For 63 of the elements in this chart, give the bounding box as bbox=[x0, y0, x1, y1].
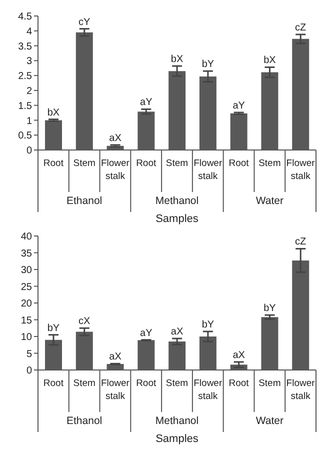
y-tick-label: 5 bbox=[26, 348, 32, 360]
x-tick-label: Stem bbox=[73, 378, 96, 389]
y-tick-label: 3.5 bbox=[18, 41, 32, 52]
y-tick-label: 40 bbox=[20, 232, 32, 243]
data-label: bX bbox=[170, 54, 184, 66]
x-tick-label: Root bbox=[43, 158, 64, 169]
data-label: cY bbox=[78, 16, 91, 28]
text: Water bbox=[256, 415, 284, 427]
text: Water bbox=[256, 195, 284, 207]
y-tick-label: 30 bbox=[20, 265, 32, 276]
y-tick-label: 4.5 bbox=[18, 12, 32, 23]
data-label: bY bbox=[202, 319, 214, 330]
y-tick-label: 35 bbox=[20, 248, 32, 260]
y-tick-label: 0.5 bbox=[18, 130, 32, 142]
data-label: bY bbox=[264, 303, 276, 314]
y-tick-label: 0 bbox=[26, 366, 32, 377]
data-label: bX bbox=[47, 107, 60, 118]
data-label: cZ bbox=[295, 22, 306, 34]
y-tick-label: 1 bbox=[26, 116, 32, 127]
y-tick-label: 15 bbox=[20, 315, 32, 326]
text: Ethanol bbox=[66, 415, 102, 427]
text: Methanol bbox=[155, 195, 199, 207]
x-tick-label: Stem bbox=[258, 158, 281, 169]
x-tick-label: Stem bbox=[73, 158, 96, 169]
y-tick-label: 1.5 bbox=[18, 100, 32, 112]
data-label: aX bbox=[109, 132, 122, 144]
text: Ethanol bbox=[66, 195, 102, 207]
data-label: aX bbox=[109, 352, 122, 363]
x-tick-label: Flower stalk bbox=[194, 378, 222, 402]
x-tick-label: Flower stalk bbox=[100, 158, 130, 182]
x-tick-label: Root bbox=[228, 158, 250, 169]
y-tick-label: 10 bbox=[20, 332, 32, 344]
text: Methanol bbox=[155, 415, 199, 427]
data-label: bY bbox=[202, 59, 214, 70]
y-tick-label: 3 bbox=[26, 56, 32, 68]
y-tick-label: 25 bbox=[20, 282, 32, 293]
y-tick-label: 2.5 bbox=[18, 71, 32, 82]
x-tick-label: Flower stalk bbox=[194, 158, 222, 182]
x-tick-label: Flower stalk bbox=[286, 378, 315, 402]
x-tick-label: Root bbox=[136, 378, 156, 389]
data-label: aY bbox=[232, 100, 246, 112]
data-label: cZ bbox=[295, 236, 306, 248]
data-label: aX bbox=[170, 326, 184, 338]
y-tick-label: 4 bbox=[26, 26, 32, 38]
x-axis-title: Samples bbox=[156, 213, 199, 225]
x-tick-label: Root bbox=[136, 158, 156, 169]
data-label: cX bbox=[78, 316, 91, 328]
data-label: bY bbox=[47, 322, 60, 334]
data-label: aY bbox=[140, 97, 153, 108]
x-tick-label: Stem bbox=[166, 158, 188, 169]
data-label: bX bbox=[264, 55, 276, 66]
y-tick-label: 2 bbox=[26, 86, 32, 97]
x-tick-label: Root bbox=[228, 378, 250, 389]
x-tick-label: Stem bbox=[166, 378, 188, 389]
data-label: aY bbox=[140, 328, 153, 339]
x-tick-label: Flower stalk bbox=[286, 158, 315, 182]
x-tick-label: Root bbox=[43, 378, 64, 389]
y-tick-label: 20 bbox=[20, 298, 32, 310]
x-tick-label: Flower stalk bbox=[100, 378, 130, 402]
x-tick-label: Stem bbox=[258, 378, 281, 389]
y-tick-label: 0 bbox=[26, 146, 32, 157]
x-axis-title: Samples bbox=[156, 433, 199, 445]
data-label: aX bbox=[232, 350, 246, 361]
